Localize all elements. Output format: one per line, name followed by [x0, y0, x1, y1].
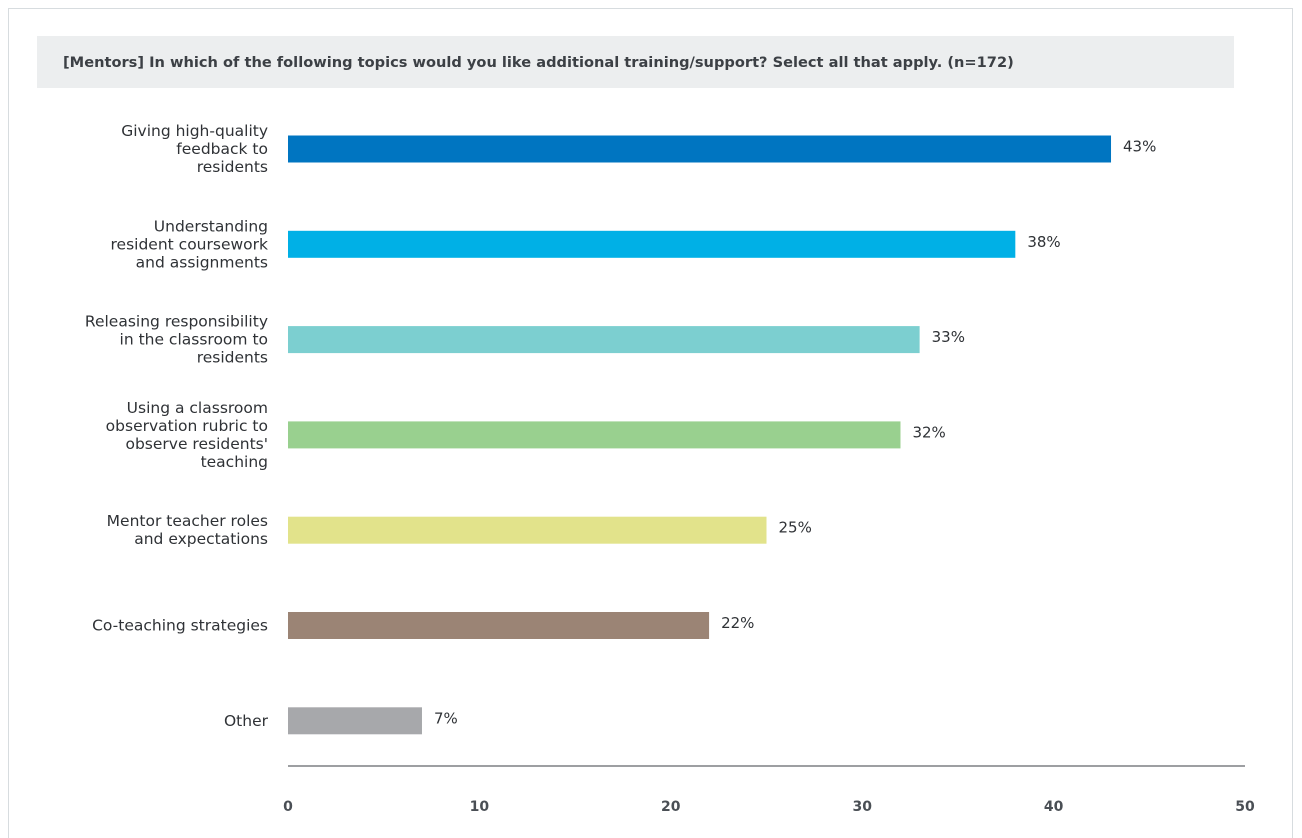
category-label-line: and expectations [134, 530, 268, 548]
category-label-line: and assignments [136, 253, 268, 271]
value-label-4: 32% [912, 423, 945, 441]
category-label-line: Mentor teacher roles [107, 512, 268, 530]
value-label-6: 22% [721, 614, 754, 632]
value-label-5: 25% [779, 519, 812, 537]
category-label-line: resident coursework [111, 235, 268, 253]
category-label-line: Giving high-quality [121, 122, 268, 140]
bar-4 [288, 421, 901, 449]
bar-1 [288, 135, 1112, 163]
category-label-line: Releasing responsibility [85, 312, 268, 330]
bar-5 [288, 516, 767, 544]
bar-2 [288, 230, 1016, 258]
x-tick-label-0: 0 [283, 799, 293, 815]
value-label-3: 33% [932, 328, 965, 346]
category-label-line: observe residents' [125, 434, 268, 452]
category-label-line: Other [224, 711, 269, 729]
category-label-line: in the classroom to [120, 330, 268, 348]
category-label-line: Understanding [154, 217, 268, 235]
chart-frame [8, 8, 1293, 838]
value-label-7: 7% [434, 709, 458, 727]
bar-3 [288, 326, 920, 354]
category-label-6: Co-teaching strategies [92, 616, 268, 634]
category-label-line: feedback to [176, 140, 268, 158]
category-label-1: Giving high-quality feedback to residents [121, 122, 268, 176]
category-label-line: Using a classroom [127, 398, 268, 416]
value-label-2: 38% [1027, 233, 1060, 251]
category-label-7: Other [224, 711, 269, 729]
bar-6 [288, 612, 710, 639]
category-label-5: Mentor teacher roles and expectations [107, 512, 268, 548]
x-tick-label-30: 30 [852, 799, 872, 815]
category-label-3: Releasing responsibility in the classroom… [85, 312, 268, 366]
category-label-line: observation rubric to [106, 416, 268, 434]
category-label-line: teaching [201, 452, 268, 470]
x-tick-label-40: 40 [1044, 799, 1064, 815]
x-tick-label-10: 10 [470, 799, 490, 815]
x-tick-label-20: 20 [661, 799, 681, 815]
chart-title: [Mentors] In which of the following topi… [63, 53, 1014, 71]
category-label-line: residents [197, 158, 268, 176]
chart-title-bar: [Mentors] In which of the following topi… [37, 36, 1234, 88]
category-label-2: Understanding resident coursework and assi… [111, 217, 268, 271]
value-label-1: 43% [1123, 138, 1156, 156]
x-tick-label-50: 50 [1235, 799, 1255, 815]
category-label-line: residents [197, 348, 268, 366]
category-label-4: Using a classroom observation rubric to ob… [106, 398, 268, 470]
bar-7 [288, 707, 422, 735]
category-label-line: Co-teaching strategies [92, 616, 268, 634]
